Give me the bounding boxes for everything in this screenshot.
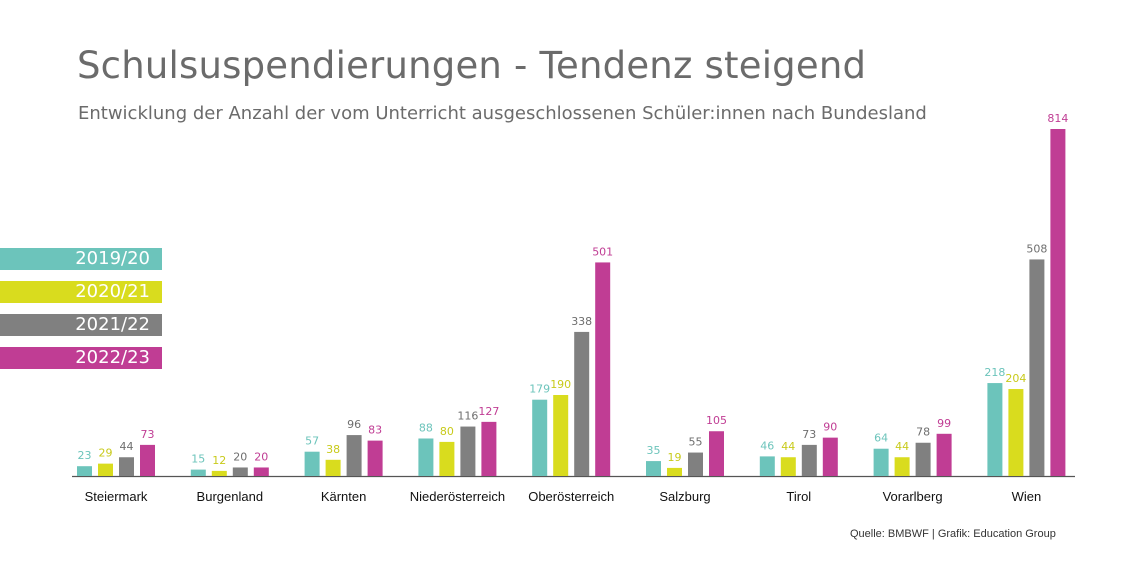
bar (894, 457, 910, 476)
bar (325, 459, 341, 476)
bar (709, 431, 724, 476)
data-label: 73 (802, 428, 816, 441)
data-label: 179 (529, 383, 550, 396)
data-label: 80 (440, 425, 454, 438)
category-label: Niederösterreich (410, 489, 505, 504)
data-label: 88 (419, 421, 433, 434)
bar (1008, 389, 1024, 476)
data-label: 73 (141, 428, 155, 441)
bar (759, 456, 775, 476)
bar (553, 395, 569, 476)
bar (232, 467, 248, 476)
data-label: 29 (99, 447, 113, 460)
bar (346, 435, 362, 476)
category-label: Vorarlberg (883, 489, 943, 504)
data-label: 204 (1005, 372, 1026, 385)
bar (646, 461, 661, 476)
bar (667, 467, 682, 476)
bar (801, 444, 817, 476)
bar (780, 457, 796, 476)
data-label: 78 (916, 426, 930, 439)
category-label: Steiermark (85, 489, 148, 504)
bar (460, 426, 476, 476)
chart-title: Schulsuspendierungen - Tendenz steigend (77, 44, 867, 87)
data-label: 338 (571, 315, 592, 328)
bar (77, 466, 92, 476)
data-label: 64 (874, 432, 888, 445)
bar (873, 448, 889, 476)
category-label: Burgenland (197, 489, 264, 504)
bar (987, 383, 1003, 476)
data-label: 19 (668, 451, 682, 464)
data-label: 38 (326, 443, 340, 456)
chart-subtitle: Entwicklung der Anzahl der vom Unterrich… (78, 103, 927, 124)
data-label: 116 (457, 410, 478, 423)
bar (304, 451, 320, 476)
bar (915, 442, 931, 476)
bar (532, 399, 548, 476)
bar (211, 470, 227, 476)
category-label: Salzburg (659, 489, 710, 504)
legend-item-2022-23: 2022/23 (0, 347, 162, 369)
data-label: 35 (647, 444, 661, 457)
legend: 2019/20 2020/21 2021/22 2022/23 (0, 248, 162, 380)
data-label: 105 (706, 414, 727, 427)
category-label: Tirol (786, 489, 811, 504)
data-label: 99 (937, 417, 951, 430)
data-label: 83 (368, 424, 382, 437)
data-label: 12 (212, 454, 226, 467)
category-label: Kärnten (321, 489, 367, 504)
bar (98, 463, 113, 476)
data-label: 508 (1026, 242, 1047, 255)
data-label: 20 (254, 450, 268, 463)
data-label: 23 (78, 449, 92, 462)
bar (439, 441, 455, 476)
bar (1050, 129, 1066, 476)
data-label: 814 (1047, 112, 1068, 125)
data-label: 20 (233, 450, 247, 463)
data-label: 190 (550, 378, 571, 391)
legend-item-2019-20: 2019/20 (0, 248, 162, 270)
bar (253, 467, 269, 476)
bar (481, 421, 497, 476)
data-label: 55 (689, 436, 703, 449)
data-label: 44 (781, 440, 795, 453)
bar (688, 452, 703, 476)
bar (936, 433, 952, 476)
data-label: 96 (347, 418, 361, 431)
legend-item-2020-21: 2020/21 (0, 281, 162, 303)
data-label: 15 (191, 453, 205, 466)
data-label: 501 (592, 245, 613, 258)
bar (367, 440, 383, 476)
bar (418, 438, 434, 476)
bar (190, 469, 206, 476)
bar (119, 457, 134, 476)
data-label: 57 (305, 435, 319, 448)
data-label: 90 (823, 421, 837, 434)
bar (140, 444, 155, 476)
legend-item-2021-22: 2021/22 (0, 314, 162, 336)
data-label: 46 (760, 439, 774, 452)
data-label: 44 (120, 440, 134, 453)
category-label: Oberösterreich (528, 489, 614, 504)
data-label: 127 (478, 405, 499, 418)
bar (574, 331, 590, 476)
bar (1029, 259, 1045, 476)
source-credit: Quelle: BMBWF | Grafik: Education Group (850, 528, 1056, 540)
bar (595, 262, 611, 476)
data-label: 218 (984, 366, 1005, 379)
data-label: 44 (895, 440, 909, 453)
bar (822, 437, 838, 476)
category-label: Wien (1012, 489, 1042, 504)
